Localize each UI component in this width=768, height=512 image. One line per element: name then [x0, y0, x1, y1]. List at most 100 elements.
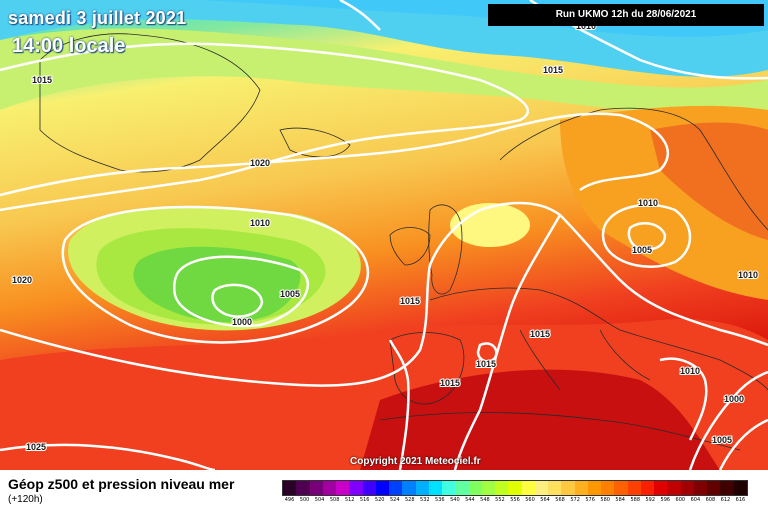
scale-label: 588 — [630, 497, 640, 503]
scale-cell — [415, 481, 429, 495]
scale-label: 500 — [299, 497, 310, 503]
scale-cell — [574, 481, 588, 495]
scale-cell — [548, 481, 562, 495]
weather-map: 1010 1015 1015 1020 1010 1020 1005 1000 … — [0, 0, 768, 470]
scale-label: 496 — [284, 497, 295, 503]
scale-label: 524 — [389, 497, 400, 503]
scale-cell — [534, 481, 548, 495]
scale-label: 616 — [735, 497, 746, 503]
scale-label: 520 — [374, 497, 385, 503]
scale-cell — [601, 481, 615, 495]
scale-cell — [375, 481, 389, 495]
scale-label: 572 — [570, 497, 580, 503]
scale-cell — [322, 481, 336, 495]
scale-cell — [561, 481, 575, 495]
scale-cell — [402, 481, 416, 495]
scale-cell — [521, 481, 535, 495]
scale-label: 540 — [450, 497, 460, 503]
scale-label: 516 — [359, 497, 370, 503]
pressure-label: 1015 — [530, 329, 550, 339]
scale-label: 564 — [540, 497, 550, 503]
scale-cell — [707, 481, 721, 495]
isobars — [0, 0, 768, 470]
color-scale — [282, 480, 748, 496]
scale-cell — [654, 481, 668, 495]
scale-cell — [428, 481, 442, 495]
pressure-label: 1015 — [476, 359, 496, 369]
scale-cell — [481, 481, 495, 495]
pressure-label: 1000 — [232, 317, 252, 327]
pressure-label: 1000 — [724, 394, 744, 404]
scale-label: 536 — [435, 497, 445, 503]
color-scale-labels: 496 500 504 508 512 516 520 524 528 532 536 540 544 5… — [282, 497, 748, 503]
scale-label: 596 — [660, 497, 671, 503]
scale-cell — [720, 481, 734, 495]
pressure-label: 1010 — [680, 366, 700, 376]
scale-cell — [587, 481, 601, 495]
scale-label: 528 — [404, 497, 415, 503]
scale-cell — [296, 481, 310, 495]
forecast-date: samedi 3 juillet 2021 — [8, 8, 187, 28]
scale-label: 568 — [555, 497, 565, 503]
scale-label: 556 — [510, 497, 520, 503]
scale-label: 584 — [615, 497, 625, 503]
scale-cell — [389, 481, 403, 495]
scale-cell — [468, 481, 482, 495]
scale-cell — [508, 481, 522, 495]
scale-label: 504 — [314, 497, 325, 503]
scale-label: 580 — [600, 497, 610, 503]
orange-dark-zone — [650, 122, 768, 240]
scale-label: 608 — [705, 497, 716, 503]
forecast-time: 14:00 locale — [12, 35, 126, 57]
pressure-label: 1010 — [250, 218, 270, 228]
pressure-label: 1015 — [543, 65, 563, 75]
scale-cell — [349, 481, 363, 495]
pressure-label: 1010 — [738, 270, 758, 280]
scale-label: 600 — [675, 497, 686, 503]
scale-label: 512 — [344, 497, 355, 503]
legend-footer: Géop z500 et pression niveau mer (+120h)… — [0, 470, 768, 512]
darkred-zone — [360, 369, 720, 470]
map-title: Géop z500 et pression niveau mer — [8, 476, 235, 492]
pressure-label: 1020 — [250, 158, 270, 168]
geopotential-field: 1010 1015 1015 1020 1010 1020 1005 1000 … — [0, 0, 768, 470]
yellowgreen-zone — [0, 28, 768, 115]
scale-cell — [667, 481, 681, 495]
scale-cell — [495, 481, 509, 495]
pressure-label: 1005 — [712, 435, 732, 445]
scale-cell — [614, 481, 628, 495]
scale-cell — [627, 481, 641, 495]
scale-label: 552 — [495, 497, 505, 503]
scale-label: 576 — [585, 497, 595, 503]
scale-label: 592 — [645, 497, 656, 503]
coastlines — [39, 33, 768, 451]
pressure-label: 1025 — [26, 442, 46, 452]
pressure-labels: 1010 1015 1015 1020 1010 1020 1005 1000 … — [11, 20, 759, 453]
scale-cell — [693, 481, 707, 495]
pressure-label: 1005 — [632, 245, 652, 255]
scale-cell — [640, 481, 654, 495]
pressure-label: 1015 — [400, 296, 420, 306]
copyright-text: Copyright 2021 Meteociel.fr — [350, 456, 481, 467]
scale-cell — [442, 481, 456, 495]
scale-label: 532 — [420, 497, 430, 503]
scale-cell — [733, 481, 747, 495]
scale-cell — [283, 481, 297, 495]
scale-label: 560 — [525, 497, 535, 503]
model-run-info: Run UKMO 12h du 28/06/2021 — [488, 4, 764, 26]
pressure-label: 1020 — [12, 275, 32, 285]
scale-label: 508 — [329, 497, 340, 503]
forecast-offset: (+120h) — [8, 494, 43, 505]
scale-cell — [680, 481, 694, 495]
scale-label: 548 — [480, 497, 490, 503]
low-core-zone — [133, 246, 301, 323]
pressure-label: 1005 — [280, 289, 300, 299]
scale-cell — [309, 481, 323, 495]
scale-label: 604 — [690, 497, 701, 503]
scale-label: 544 — [465, 497, 475, 503]
scale-cell — [336, 481, 350, 495]
pressure-label: 1010 — [638, 198, 658, 208]
pressure-label: 1015 — [32, 75, 52, 85]
scale-cell — [362, 481, 376, 495]
yellow-blob — [450, 203, 530, 247]
